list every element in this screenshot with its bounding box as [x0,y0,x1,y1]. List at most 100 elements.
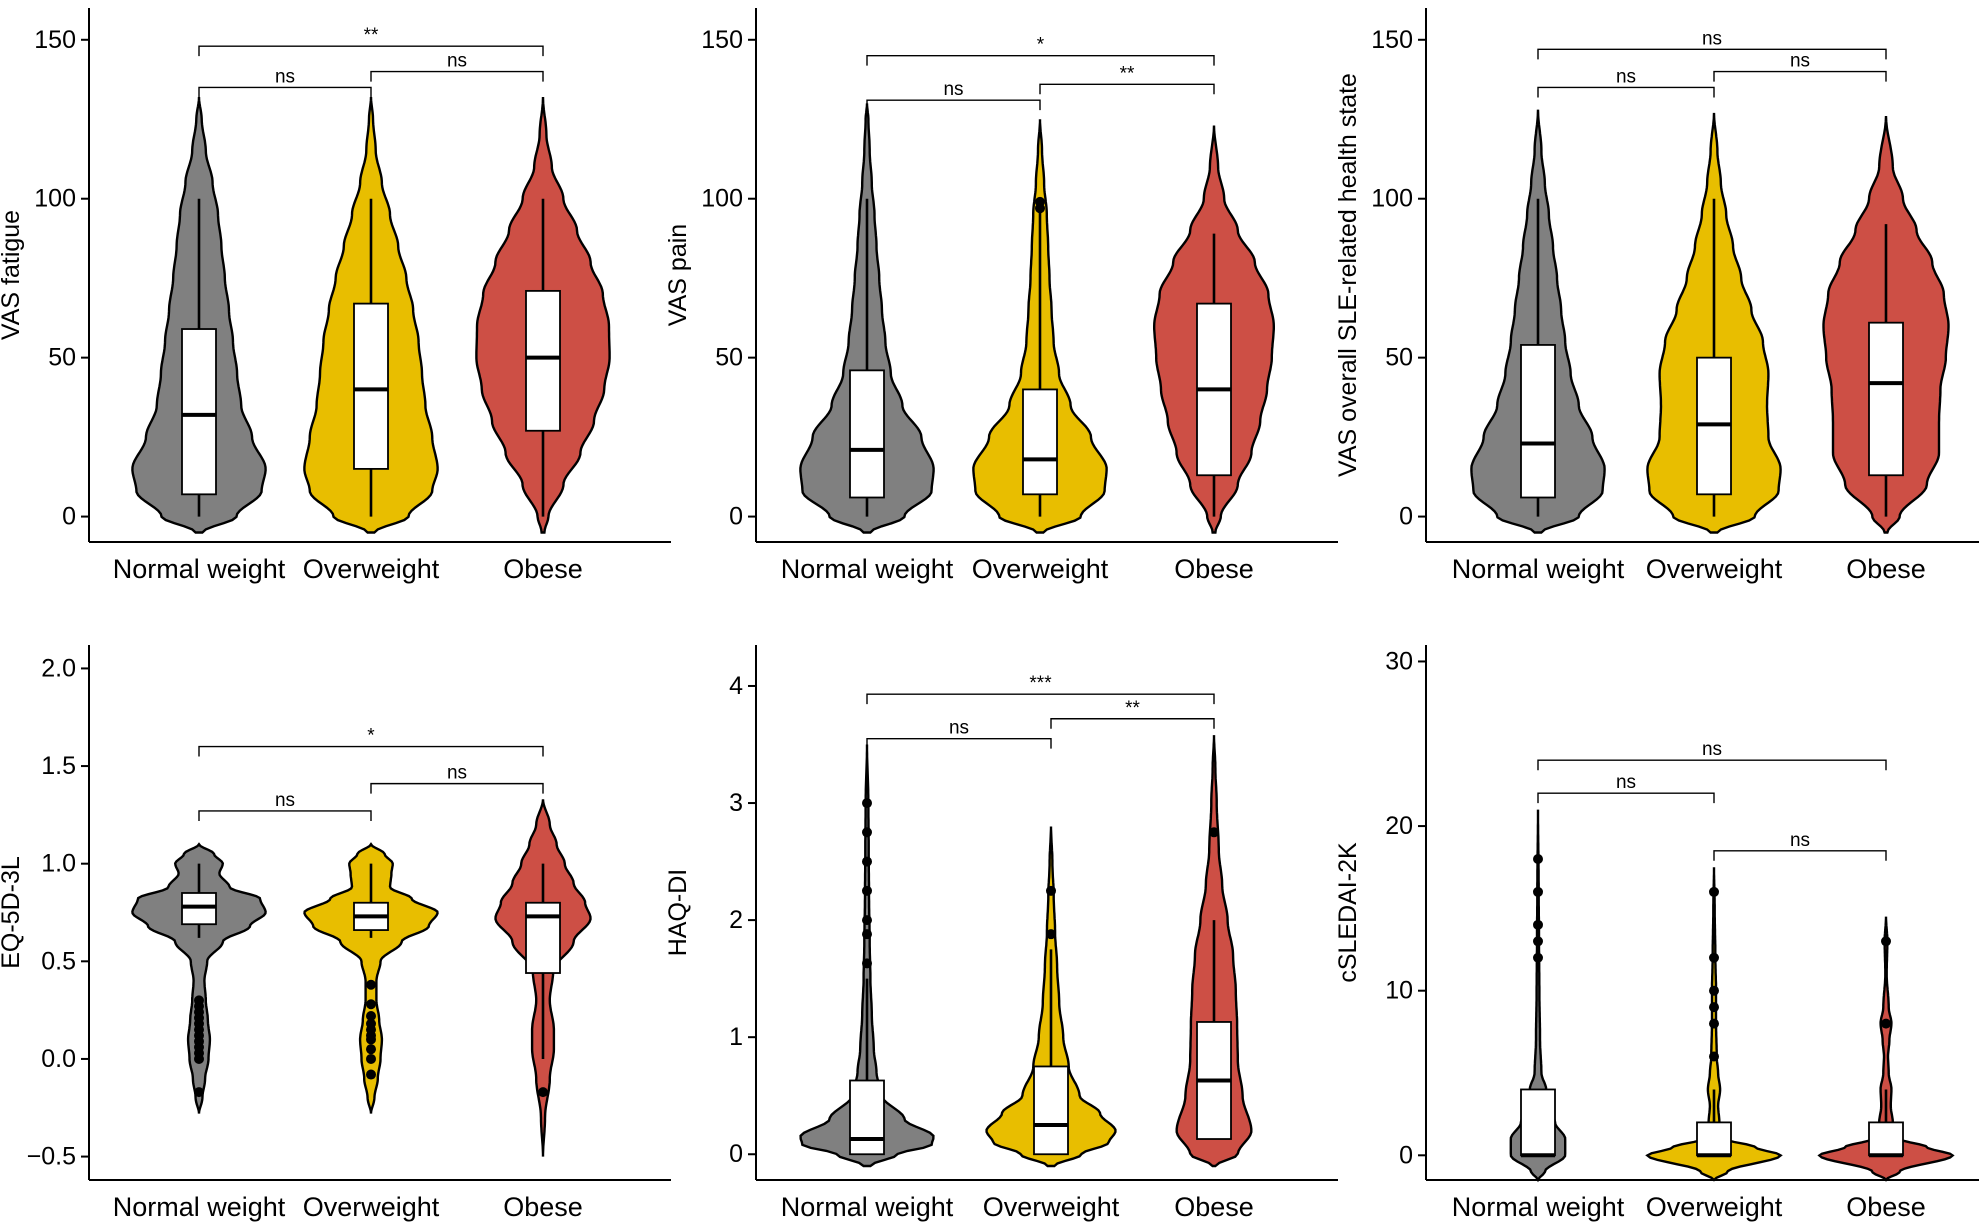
outlier-point [194,1087,204,1098]
violin-shape [1509,809,1567,1183]
box [1033,1065,1069,1156]
y-tick-label: −0.5 [27,1143,76,1171]
x-category-label: Normal weight [1452,1192,1625,1222]
significance-bracket [1537,86,1715,98]
box [1520,344,1556,499]
significance-label: * [367,726,375,747]
x-category-label: Overweight [983,1192,1120,1222]
group-overweight [1646,112,1782,534]
y-axis-title: VAS fatigue [0,210,25,340]
significance-label: ** [1120,63,1135,84]
outlier-point [366,1069,376,1080]
outlier-point [1709,1018,1719,1029]
outlier-point [862,929,872,940]
y-tick-label: 150 [701,26,743,54]
outlier-point [366,1053,376,1064]
violin-shape [1817,916,1955,1182]
group-normal-weight [131,96,267,534]
significance-bracket [866,737,1052,749]
group-obese [1175,735,1253,1168]
x-category-label: Obese [1174,554,1254,584]
outlier-point [1035,196,1045,207]
outlier-point [1533,854,1543,864]
panel-2: 0 50 100 150 VAS pain Normal weight Overweight… [664,8,1338,584]
significance-bracket [370,70,544,82]
x-category-label: Overweight [303,1192,440,1222]
significance-bracket [198,45,544,57]
panel-1: 0 50 100 150 VAS fatigue Normal weight Overwei… [0,8,671,584]
group-overweight [303,96,439,534]
significance-bracket [1537,759,1887,771]
group-normal-weight [799,744,935,1168]
y-tick-label: 150 [34,26,76,54]
outlier-point [1533,919,1543,930]
violin-shape [303,842,439,1114]
y-tick-label: 3 [729,789,743,817]
group-normal-weight [1509,809,1567,1183]
group-normal-weight [131,842,267,1114]
box [353,302,389,470]
significance-bracket [1713,850,1887,861]
y-axis-title: HAQ-DI [664,869,692,957]
y-tick-label: 100 [1371,185,1413,213]
group-overweight [985,826,1117,1168]
y-tick-label: 2.0 [41,654,76,682]
significance-bracket [198,810,372,821]
significance-label: ns [1616,66,1636,87]
significance-label: ns [447,51,467,72]
y-tick-label: 50 [715,344,743,372]
group-overweight [1645,867,1783,1182]
outlier-point [862,798,872,809]
x-category-label: Normal weight [781,1192,954,1222]
y-axis-title: cSLEDAI-2K [1334,842,1362,983]
y-tick-label: 1 [729,1023,743,1051]
box [1868,321,1904,477]
significance-bracket [866,54,1215,66]
box [525,901,561,974]
x-category-label: Obese [503,1192,583,1222]
group-obese [1822,116,1950,534]
y-tick-label: 1.0 [41,850,76,878]
y-axis-title: VAS pain [664,224,692,326]
outlier-point [366,979,376,990]
significance-label: ns [447,763,467,784]
y-tick-label: 100 [34,185,76,213]
x-category-label: Normal weight [113,554,286,584]
outlier-point [862,885,872,896]
significance-label: ns [943,79,963,100]
y-tick-label: 10 [1385,977,1413,1005]
x-category-label: Overweight [1646,1192,1783,1222]
x-category-label: Normal weight [781,554,954,584]
x-category-label: Overweight [972,554,1109,584]
group-normal-weight [799,103,935,534]
outlier-point [1709,886,1719,897]
outlier-point [366,1018,376,1029]
significance-label: * [1037,35,1045,56]
panel-6: 0 10 20 30 cSLEDAI-2K Normal weight Overweight… [1334,645,1979,1222]
significance-bracket [1039,83,1215,95]
outlier-point [1881,936,1891,947]
x-category-label: Obese [1846,1192,1926,1222]
group-obese [494,799,592,1157]
significance-label: ns [1702,739,1722,760]
significance-label: ns [1790,51,1810,72]
x-category-label: Normal weight [1452,554,1625,584]
significance-bracket [866,99,1041,111]
significance-label: ns [1790,830,1810,851]
significance-label: ns [1616,772,1636,793]
significance-label: ns [275,790,295,811]
significance-label: ** [1125,698,1140,719]
box [525,289,561,432]
panel-4: −0.5 0.0 0.5 1.0 1.5 2.0 EQ-5D-3L Normal weight… [0,645,671,1222]
x-category-label: Overweight [1646,554,1783,584]
y-tick-label: 2 [729,906,743,934]
significance-label: ** [364,25,379,46]
outlier-point [1209,827,1219,838]
outlier-point [1533,886,1543,897]
y-tick-label: 0 [729,503,743,531]
outlier-point [1046,885,1056,896]
outlier-point [366,1044,376,1055]
group-overweight [303,842,439,1114]
outlier-point [538,1087,548,1098]
y-tick-label: 0.5 [41,947,76,975]
